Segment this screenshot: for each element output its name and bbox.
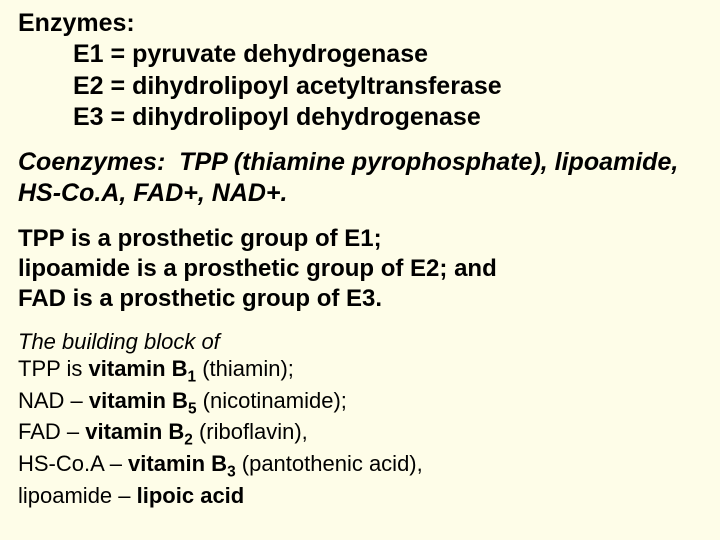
prosthetic-3-key: FAD [18, 285, 66, 312]
vit1-pre: TPP is [18, 356, 89, 381]
enzyme-e1: E1 = pyruvate dehydrogenase [73, 39, 702, 70]
vit3-post: (riboflavin), [193, 419, 308, 444]
vit4-b: vitamin B [128, 451, 227, 476]
vit3-b: vitamin B [85, 419, 184, 444]
prosthetic-line-3: FAD is a prosthetic group of E3. [18, 284, 702, 314]
vit4-sub: 3 [227, 463, 236, 480]
prosthetic-3-text: is a prosthetic group of E3. [66, 285, 382, 312]
prosthetic-2-text: is a prosthetic group of E2; and [130, 255, 497, 282]
coenzymes-label: Coenzymes: [18, 148, 165, 176]
vitamin-line-4: HS-Co.A – vitamin B3 (pantothenic acid), [18, 450, 702, 482]
vitamin-line-1: TPP is vitamin B1 (thiamin); [18, 355, 702, 387]
vit4-post: (pantothenic acid), [236, 451, 423, 476]
enzymes-heading: Enzymes: [18, 8, 702, 39]
prosthetic-1-key: TPP [18, 225, 64, 252]
prosthetic-2-key: lipoamide [18, 255, 130, 282]
enzyme-e2: E2 = dihydrolipoyl acetyltransferase [73, 71, 702, 102]
prosthetic-1-text: is a prosthetic group of E1; [64, 225, 381, 252]
vit1-b: vitamin B [89, 356, 188, 381]
vit3-sub: 2 [184, 432, 193, 449]
vit2-pre: NAD – [18, 388, 89, 413]
vitamins-block: The building block of TPP is vitamin B1 … [18, 328, 702, 510]
enzymes-block: Enzymes: E1 = pyruvate dehydrogenase E2 … [18, 8, 702, 133]
vit4-pre: HS-Co.A – [18, 451, 128, 476]
coenzymes-block: Coenzymes: TPP (thiamine pyrophosphate),… [18, 147, 702, 210]
prosthetic-block: TPP is a prosthetic group of E1; lipoami… [18, 224, 702, 314]
vit5-pre: lipoamide – [18, 483, 137, 508]
vitamins-intro: The building block of [18, 328, 702, 356]
vitamin-line-2: NAD – vitamin B5 (nicotinamide); [18, 387, 702, 419]
vit5-b: lipoic acid [137, 483, 245, 508]
prosthetic-line-2: lipoamide is a prosthetic group of E2; a… [18, 254, 702, 284]
vit2-b: vitamin B [89, 388, 188, 413]
vitamin-line-3: FAD – vitamin B2 (riboflavin), [18, 418, 702, 450]
vit2-post: (nicotinamide); [197, 388, 347, 413]
vitamin-line-5: lipoamide – lipoic acid [18, 482, 702, 510]
prosthetic-line-1: TPP is a prosthetic group of E1; [18, 224, 702, 254]
vit1-post: (thiamin); [196, 356, 294, 381]
vit3-pre: FAD – [18, 419, 85, 444]
vit1-sub: 1 [188, 368, 197, 385]
enzyme-e3: E3 = dihydrolipoyl dehydrogenase [73, 102, 702, 133]
vit2-sub: 5 [188, 400, 197, 417]
